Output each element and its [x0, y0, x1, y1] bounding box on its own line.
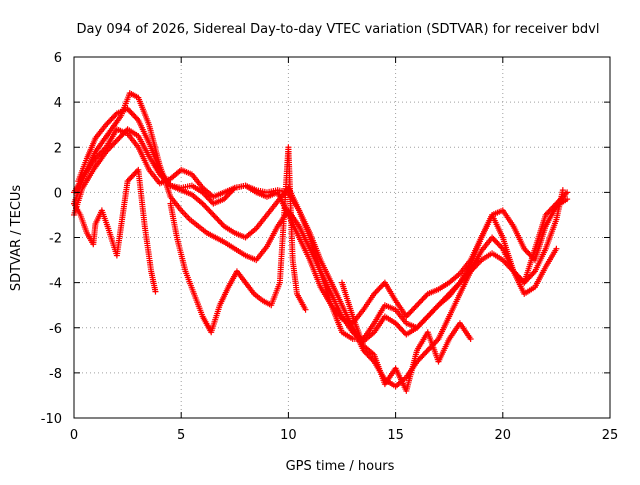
x-tick-label: 5 [177, 428, 185, 443]
y-tick-label: -10 [41, 412, 62, 427]
y-tick-label: -2 [49, 232, 62, 247]
data-point [559, 187, 566, 194]
data-point [564, 189, 571, 196]
y-tick-label: 0 [54, 186, 62, 201]
y-tick-label: -4 [49, 277, 62, 292]
x-tick-label: 20 [495, 428, 512, 443]
y-tick-label: -6 [49, 322, 62, 337]
y-tick-label: 4 [54, 96, 62, 111]
y-axis-label: SDTVAR / TECUs [9, 185, 24, 292]
data-point [467, 336, 474, 343]
x-tick-label: 0 [70, 428, 78, 443]
y-tick-label: -8 [49, 367, 62, 382]
axis-ticks: 0 5 10 15 20 25 -10 -8 -6 -4 -2 0 2 4 6 [41, 51, 619, 443]
data-point [553, 245, 560, 252]
y-tick-label: 2 [54, 141, 62, 156]
data-point [302, 306, 309, 313]
data-points [71, 90, 571, 394]
data-point [564, 196, 571, 203]
x-tick-label: 10 [280, 428, 297, 443]
data-point [152, 288, 159, 295]
x-tick-label: 15 [387, 428, 404, 443]
x-tick-label: 25 [602, 428, 619, 443]
chart-title: Day 094 of 2026, Sidereal Day-to-day VTE… [77, 22, 600, 37]
x-axis-label: GPS time / hours [286, 459, 395, 474]
y-tick-label: 6 [54, 51, 62, 66]
